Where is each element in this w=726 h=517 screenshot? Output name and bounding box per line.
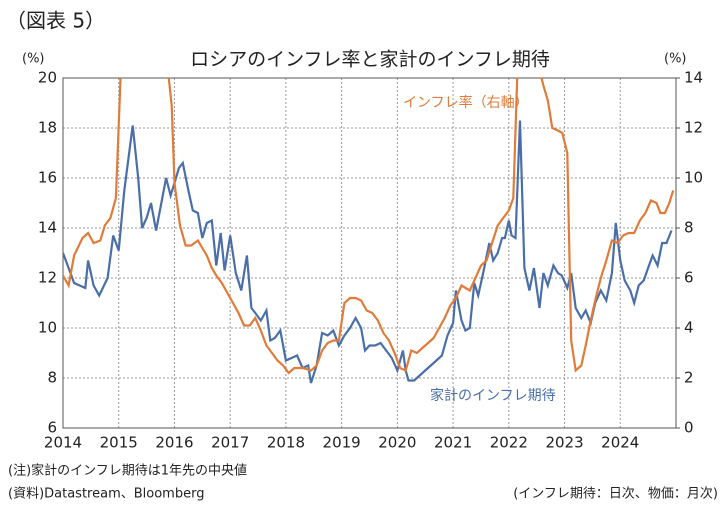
- y-tick-label: 6: [47, 419, 57, 437]
- x-tick-label: 2022: [490, 434, 528, 452]
- y2-tick-label: 12: [684, 119, 703, 137]
- y2-tick-label: 0: [684, 419, 694, 437]
- y-tick-label: 12: [38, 269, 57, 287]
- x-tick-label: 2016: [155, 434, 193, 452]
- y-tick-label: 20: [38, 69, 57, 87]
- series-label: インフレ率（右軸）: [403, 94, 529, 111]
- series-label: 家計のインフレ期待: [430, 387, 556, 404]
- y2-tick-label: 2: [684, 369, 694, 387]
- x-tick-label: 2014: [44, 434, 82, 452]
- x-tick-label: 2017: [211, 434, 249, 452]
- figure-label: （図表 5）: [6, 9, 105, 33]
- series-line: [63, 78, 675, 375]
- y2-unit: (%): [664, 52, 687, 67]
- y2-tick-label: 10: [684, 169, 703, 187]
- y2-tick-label: 8: [684, 219, 694, 237]
- y-tick-label: 14: [38, 219, 57, 237]
- frequency-note: (インフレ期待：日次、物価：月次): [513, 486, 718, 502]
- x-tick-label: 2021: [434, 434, 472, 452]
- x-tick-label: 2020: [378, 434, 416, 452]
- plot-frame: [62, 77, 677, 429]
- y-unit: (%): [22, 52, 45, 67]
- x-tick-label: 2015: [100, 434, 138, 452]
- chart-title: ロシアのインフレ率と家計のインフレ期待: [190, 49, 550, 71]
- y-tick-label: 10: [38, 319, 57, 337]
- y-tick-label: 8: [47, 369, 57, 387]
- y2-tick-label: 6: [684, 269, 694, 287]
- y2-tick-label: 4: [684, 319, 694, 337]
- x-tick-label: 2023: [545, 434, 583, 452]
- y-tick-label: 18: [38, 119, 57, 137]
- x-tick-label: 2019: [323, 434, 361, 452]
- note: (資料)Datastream、Bloomberg: [8, 487, 204, 502]
- note: (注)家計のインフレ期待は1年先の中央値: [8, 463, 247, 479]
- x-tick-label: 2024: [601, 434, 639, 452]
- y-tick-label: 16: [38, 169, 57, 187]
- series-line: [63, 120, 673, 384]
- y2-tick-label: 14: [684, 69, 703, 87]
- x-tick-label: 2018: [267, 434, 305, 452]
